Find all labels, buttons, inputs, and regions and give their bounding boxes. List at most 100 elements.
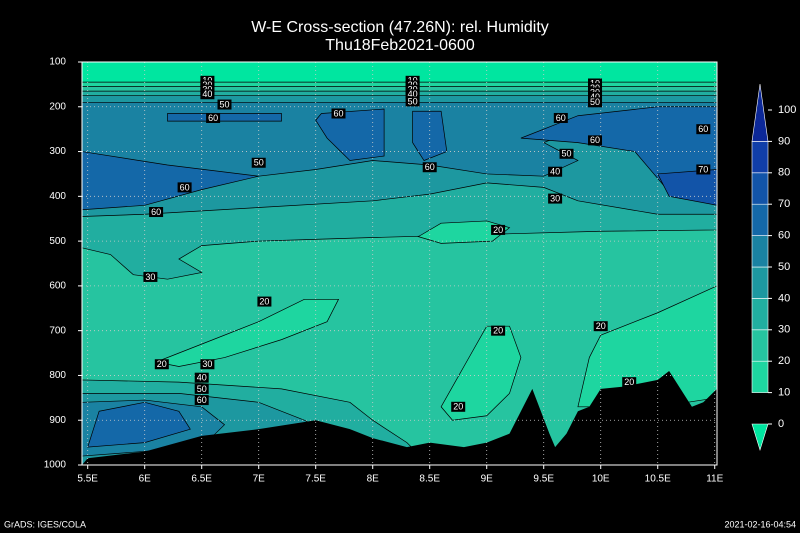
contour-label-bg [588, 91, 603, 102]
colorbar-label: 80 [778, 167, 790, 179]
colorbar-swatch [751, 360, 769, 393]
contour-label: 50 [219, 99, 229, 109]
x-tick-label: 6.5E [191, 474, 212, 485]
contour-label-bg [588, 97, 603, 108]
y-tick-label: 400 [49, 191, 66, 202]
plot-frame [81, 61, 718, 466]
colorbar-label: 60 [778, 230, 790, 242]
colorbar-swatch [751, 172, 769, 205]
colorbar-label: 90 [778, 135, 790, 147]
x-tick-label: 10E [592, 474, 610, 485]
contour-label-bg [559, 148, 574, 159]
contour-label: 30 [202, 359, 212, 369]
y-tick-label: 800 [49, 370, 66, 381]
chart-title: W-E Cross-section (47.26N): rel. Humidit… [251, 19, 549, 36]
y-tick-label: 500 [49, 236, 66, 247]
colorbar-label: 0 [778, 418, 784, 430]
x-tick-label: 8.5E [419, 474, 440, 485]
y-tick-label: 700 [49, 325, 66, 336]
colorbar-swatch [751, 203, 769, 236]
contour-label-bg [194, 395, 209, 406]
contour-label-bg [331, 108, 346, 119]
contour-label: 60 [425, 162, 435, 172]
colorbar-label: 30 [778, 324, 790, 336]
contour-label: 50 [408, 96, 418, 106]
contour-label: 50 [254, 158, 264, 168]
contour-label: 20 [157, 359, 167, 369]
contour-label-bg [194, 372, 209, 383]
footer-right: 2021-02-16-04:54 [724, 519, 796, 529]
contour-label-bg [696, 164, 711, 175]
contour-label: 20 [493, 225, 503, 235]
x-tick-label: 11E [706, 474, 723, 485]
colorbar-swatch [751, 298, 769, 331]
contour-label: 60 [180, 182, 190, 192]
colorbar-label: 100 [778, 104, 796, 116]
colorbar-swatch [751, 235, 769, 268]
contour-label: 50 [562, 149, 572, 159]
contour-label: 60 [197, 395, 207, 405]
contour-label-bg [251, 157, 266, 168]
colorbar-label: 50 [778, 261, 790, 273]
y-tick-label: 100 [49, 57, 66, 68]
x-tick-label: 6E [139, 474, 152, 485]
contour-label: 20 [624, 377, 634, 387]
contour-label: 50 [197, 384, 207, 394]
colorbar-swatch [751, 266, 769, 299]
colorbar-label: 70 [778, 198, 790, 210]
colorbar-end [751, 423, 769, 452]
y-tick-label: 900 [49, 415, 66, 426]
x-tick-label: 7.5E [305, 474, 326, 485]
contour-region [167, 113, 282, 122]
contour-label-bg [593, 321, 608, 332]
x-tick-label: 5.5E [77, 474, 98, 485]
contour-region [82, 151, 259, 211]
contour-label: 60 [556, 113, 566, 123]
colorbar-label: 20 [778, 355, 790, 367]
colorbar-swatch [751, 329, 769, 362]
colorbar-swatch [751, 141, 769, 174]
contour-region [412, 110, 448, 161]
contour-label: 40 [197, 373, 207, 383]
contour-label-bg [622, 377, 637, 388]
contour-label-bg [200, 89, 215, 100]
terrain [82, 370, 717, 465]
x-tick-label: 9.5E [533, 474, 554, 485]
y-tick-label: 200 [49, 101, 66, 112]
contour-label: 60 [208, 113, 218, 123]
x-tick-label: 8E [367, 474, 380, 485]
contour-label: 20 [259, 296, 269, 306]
contour-label-bg [548, 166, 563, 177]
contour-label-bg [206, 112, 221, 123]
x-tick-label: 9E [481, 474, 494, 485]
contour-label-bg [491, 325, 506, 336]
colorbar-end [751, 83, 769, 142]
x-tick-label: 10.5E [645, 474, 671, 485]
contour-label: 40 [202, 89, 212, 99]
contour-label: 60 [590, 135, 600, 145]
contour-label-bg [143, 271, 158, 282]
contour-label-bg [422, 162, 437, 173]
contour-label-bg [451, 401, 466, 412]
chart-subtitle: Thu18Feb2021-0600 [325, 37, 475, 54]
contour-label: 60 [334, 108, 344, 118]
y-tick-label: 600 [49, 281, 66, 292]
contour-label: 40 [590, 92, 600, 102]
contour-label-bg [553, 112, 568, 123]
contour-label-bg [588, 135, 603, 146]
contour-label-bg [405, 89, 420, 100]
contour-label-bg [177, 182, 192, 193]
contour-label-bg [548, 193, 563, 204]
contour-label: 30 [550, 193, 560, 203]
footer-left: GrADS: IGES/COLA [4, 519, 86, 529]
contour-label-bg [154, 359, 169, 370]
contour-label: 20 [596, 321, 606, 331]
contour-label-bg [217, 99, 232, 110]
contour-label: 60 [698, 124, 708, 134]
contour-label-bg [257, 296, 272, 307]
colorbar-label: 10 [778, 387, 790, 399]
contour-label-bg [491, 224, 506, 235]
contour-label: 50 [590, 97, 600, 107]
